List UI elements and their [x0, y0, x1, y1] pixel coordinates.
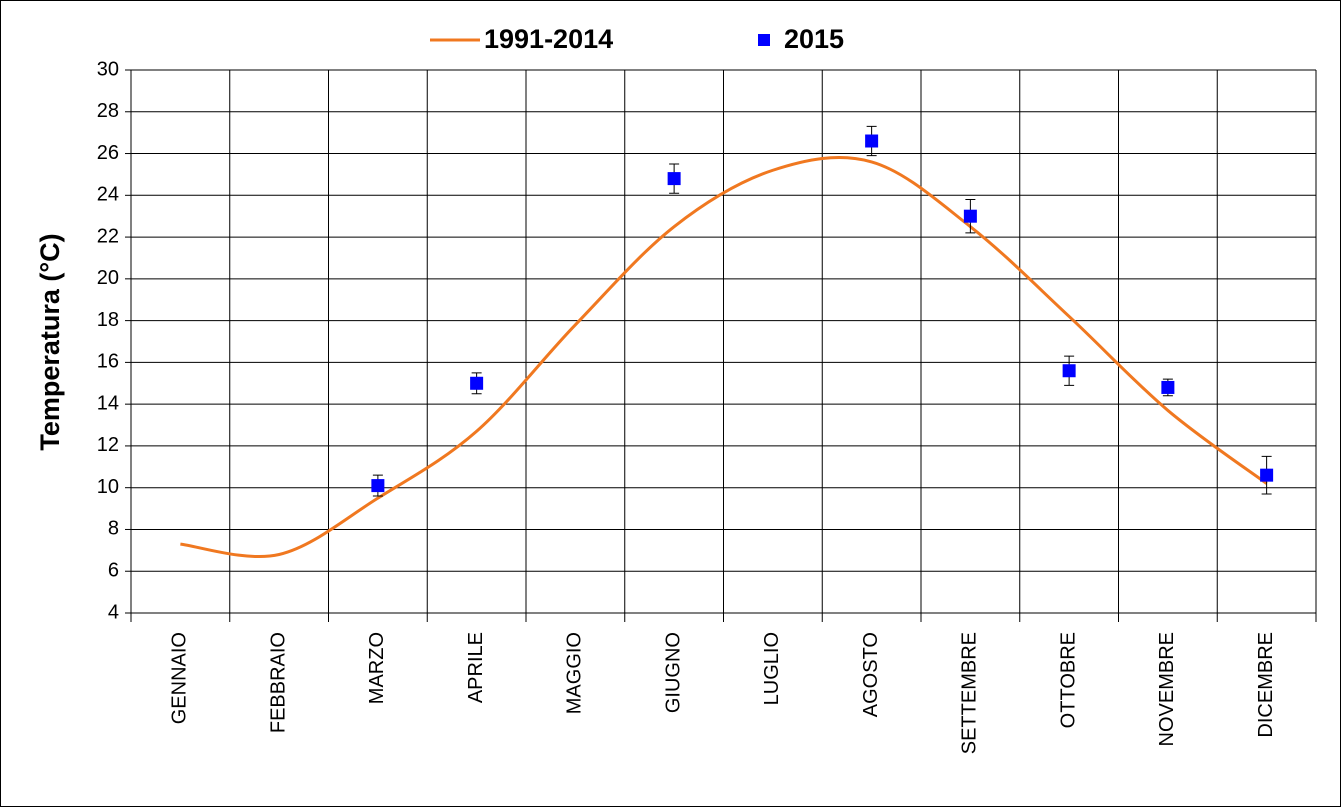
x-tick-label: MARZO [366, 632, 388, 704]
x-tick-label: NOVEMBRE [1156, 632, 1178, 746]
legend-label: 1991-2014 [484, 24, 613, 54]
point [963, 209, 977, 223]
y-tick-label: 6 [108, 560, 119, 582]
y-tick-label: 20 [97, 267, 119, 289]
x-tick-label: MAGGIO [564, 632, 586, 714]
y-tick-label: 14 [97, 392, 119, 414]
y-tick-label: 18 [97, 309, 119, 331]
line-series [180, 156, 1268, 559]
point [470, 376, 484, 390]
y-tick-label: 4 [108, 601, 119, 623]
x-tick-label: LUGLIO [761, 632, 783, 705]
y-axis-label: Temperatura (°C) [35, 233, 65, 450]
x-tick-label: AGOSTO [860, 632, 882, 717]
legend-label: 2015 [784, 24, 844, 54]
point [865, 134, 879, 148]
x-tick-label: DICEMBRE [1255, 632, 1277, 738]
x-tick-label: GENNAIO [169, 632, 191, 724]
x-tick-label: OTTOBRE [1057, 632, 1079, 728]
y-tick-label: 26 [97, 142, 119, 164]
legend-marker [758, 34, 770, 46]
point [1161, 380, 1175, 394]
y-tick-label: 24 [97, 184, 119, 206]
y-tick-label: 30 [97, 58, 119, 80]
point [1260, 468, 1274, 482]
y-tick-label: 12 [97, 434, 119, 456]
y-tick-label: 10 [97, 476, 119, 498]
x-tick-label: SETTEMBRE [959, 632, 981, 754]
x-tick-label: APRILE [465, 632, 487, 703]
point [667, 172, 681, 186]
y-tick-label: 28 [97, 100, 119, 122]
y-tick-label: 16 [97, 351, 119, 373]
x-tick-label: FEBBRAIO [267, 632, 289, 733]
point [371, 479, 385, 493]
point [1062, 364, 1076, 378]
y-tick-label: 8 [108, 518, 119, 540]
y-tick-label: 22 [97, 225, 119, 247]
x-tick-label: GIUGNO [662, 632, 684, 713]
